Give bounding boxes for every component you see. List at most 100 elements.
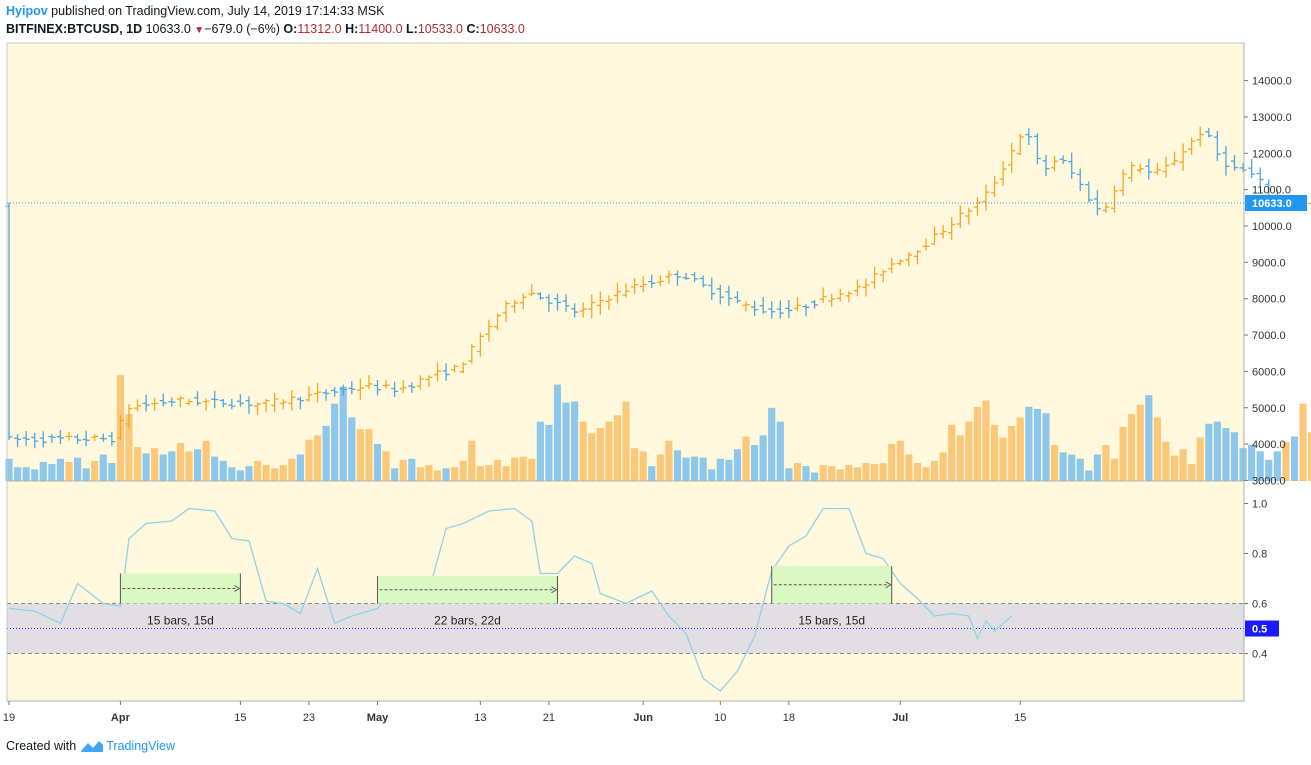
volume-bar [442,468,450,481]
x-tick-label: 15 [234,712,246,724]
volume-bar [888,443,896,481]
volume-bar [948,424,956,481]
volume-bar [1025,406,1033,481]
volume-bar [699,457,707,481]
author-name[interactable]: Hyipov [6,4,48,18]
date-range-annotation[interactable]: 15 bars, 15d [119,573,241,628]
volume-bar [142,453,150,481]
ohlc-bar [236,394,244,407]
volume-bar [185,451,193,481]
y-tick-label: 13000.0 [1252,112,1292,124]
indicator-line [8,507,1013,692]
date-range-annotations[interactable]: 15 bars, 15d 22 bars, 22d 15 bars, 15d [119,566,893,628]
volume-bar [1179,449,1187,481]
x-tick-label: Apr [111,712,131,724]
ohlc-bar [1042,155,1050,177]
ohlc-bar [1162,156,1170,178]
ohlc-bar [751,300,759,317]
ohlc-bars [5,126,1311,449]
volume-bar [382,451,390,481]
ohlc-bar [648,274,656,289]
volume-bar [39,461,47,481]
ohlc-bar [451,364,459,373]
ohlc-bar [271,392,279,413]
ohlc-bar [673,270,681,286]
ohlc-bar [759,297,767,314]
ohlc-bar [305,386,313,402]
volume-bar [228,467,236,481]
ohlc-bar [399,380,407,394]
last-price-tag: 10633.0 [1245,194,1307,211]
volume-bar [253,460,262,481]
volume-bar [296,454,304,481]
low-value: 10533.0 [417,22,464,36]
created-with-label: Created with [6,739,77,753]
ohlc-bar [1068,152,1076,179]
volume-bar [271,468,279,481]
ohlc-bar [1051,155,1059,172]
ohlc-bar [991,175,999,197]
volume-bar [1119,426,1127,481]
volume-bar [562,402,570,481]
ohlc-bar [151,397,159,411]
volume-bar [536,421,544,481]
volume-bar [433,470,442,481]
ohlc-bar [142,394,150,412]
y-tick-label: 12000.0 [1252,148,1292,160]
volume-bar [973,406,981,481]
volume-bar [1256,451,1264,481]
change-value: −679.0 (−6%) [204,22,280,36]
ohlc-bar [1153,163,1161,175]
date-range-annotation[interactable]: 15 bars, 15d [771,566,893,628]
close-label: C: [466,22,480,36]
volume-bar [125,414,133,481]
pane-frames [6,42,1245,702]
date-range-annotation[interactable]: 22 bars, 22d [377,576,558,628]
volume-bar [193,449,202,481]
volume-bar [305,439,313,481]
x-tick-label: 13 [474,712,486,724]
volume-bar [922,467,930,481]
ohlc-bar [365,375,373,389]
volume-bar [1162,441,1170,481]
ohlc-bar [853,279,861,297]
volume-bar [716,458,724,481]
ohlc-bar [1025,128,1033,145]
ohlc-bar [442,363,450,381]
ohlc-bar [596,291,604,315]
volume-bar [245,466,253,481]
volume-bar [493,459,502,481]
ohlc-bar [768,301,776,319]
chart-header-ohlc: BITFINEX:BTCUSD, 1D 10633.0 ▼−679.0 (−6%… [6,22,525,36]
volume-bar [451,467,459,481]
volume-bar [622,401,630,481]
volume-bar [990,424,999,481]
volume-bar [1308,432,1311,481]
ohlc-bar [476,332,484,357]
ohlc-bar [939,224,947,239]
ohlc-bar [1248,158,1256,179]
ohlc-bar [973,196,981,216]
x-tick-label: 10 [714,712,726,724]
ohlc-bar [1179,143,1187,171]
ohlc-bar [254,402,262,415]
ohlc-bar [1128,161,1136,182]
volume-bar [785,468,793,481]
ohlc-bar [1196,126,1204,147]
indicator-tick-label: 0.8 [1252,549,1267,561]
low-label: L: [406,22,418,36]
volume-bar [31,469,39,481]
ohlc-bar [91,434,99,442]
volume-bar [65,461,73,481]
published-text: published on TradingView.com, July 14, 2… [51,4,385,18]
volume-bar [1033,408,1041,481]
ohlc-bar [485,319,493,342]
tradingview-brand[interactable]: TradingView [106,739,175,753]
volume-bar [99,454,107,481]
ohlc-bar [536,292,544,300]
volume-bar [13,467,22,481]
volume-bar [1299,403,1307,481]
ohlc-bar [631,278,639,295]
volume-bar [913,462,922,481]
